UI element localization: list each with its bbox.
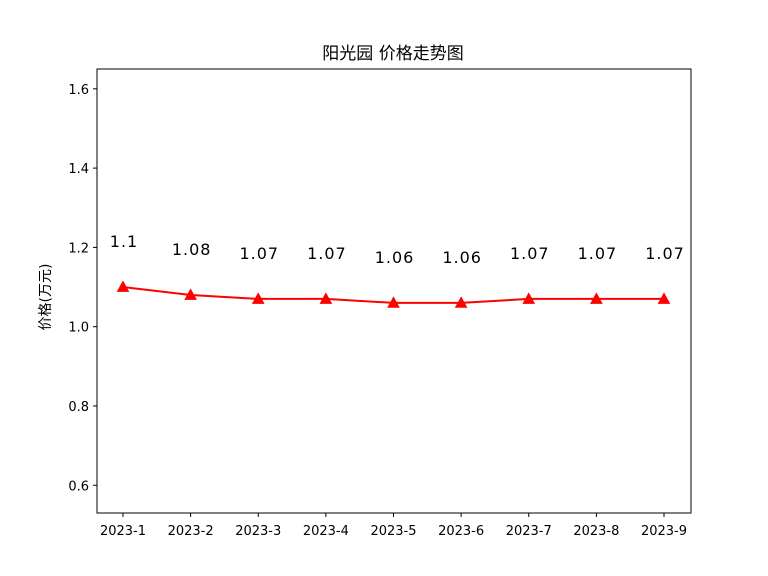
data-point [657, 292, 671, 304]
data-point [184, 288, 197, 300]
y-tick-label: 0.8 [68, 400, 89, 415]
data-label: 1.07 [307, 244, 347, 263]
data-point [251, 292, 265, 304]
data-label: 1.08 [172, 240, 212, 259]
y-tick-label: 0.6 [68, 479, 89, 494]
x-tick-label: 2023-8 [573, 524, 619, 539]
x-tick-label: 2023-1 [100, 524, 146, 539]
data-point [319, 292, 333, 304]
y-axis: 0.6 0.8 1.0 1.2 1.4 1.6 [68, 83, 97, 494]
data-label: 1.07 [510, 244, 550, 263]
data-label: 1.1 [110, 232, 138, 251]
data-point [590, 292, 603, 304]
y-tick-label: 1.6 [68, 83, 89, 98]
data-label: 1.07 [239, 244, 279, 263]
x-tick-label: 2023-5 [370, 524, 416, 539]
x-axis: 2023-1 2023-2 2023-3 2023-4 2023-5 2023-6 2023… [100, 513, 687, 539]
y-tick-label: 1.4 [68, 162, 89, 177]
data-label: 1.07 [578, 244, 618, 263]
data-point [454, 296, 468, 308]
data-point [116, 280, 130, 292]
y-tick-label: 1.0 [68, 321, 89, 336]
data-label: 1.06 [375, 248, 415, 267]
price-series [116, 280, 671, 308]
x-tick-label: 2023-6 [438, 524, 484, 539]
data-point [522, 292, 536, 304]
x-tick-label: 2023-2 [168, 524, 214, 539]
x-tick-label: 2023-7 [506, 524, 552, 539]
x-tick-label: 2023-9 [641, 524, 687, 539]
data-label: 1.06 [442, 248, 482, 267]
y-axis-label: 价格(万元) [38, 264, 54, 331]
plot-area [96, 68, 692, 514]
x-tick-label: 2023-4 [303, 524, 349, 539]
y-tick-label: 1.2 [68, 241, 89, 256]
x-tick-label: 2023-3 [235, 524, 281, 539]
chart-title: 阳光园 价格走势图 [322, 44, 463, 64]
data-labels: 1.1 1.08 1.07 1.07 1.06 1.06 1.07 1.07 1.07 [110, 232, 685, 267]
data-label: 1.07 [645, 244, 685, 263]
data-point [387, 296, 400, 308]
